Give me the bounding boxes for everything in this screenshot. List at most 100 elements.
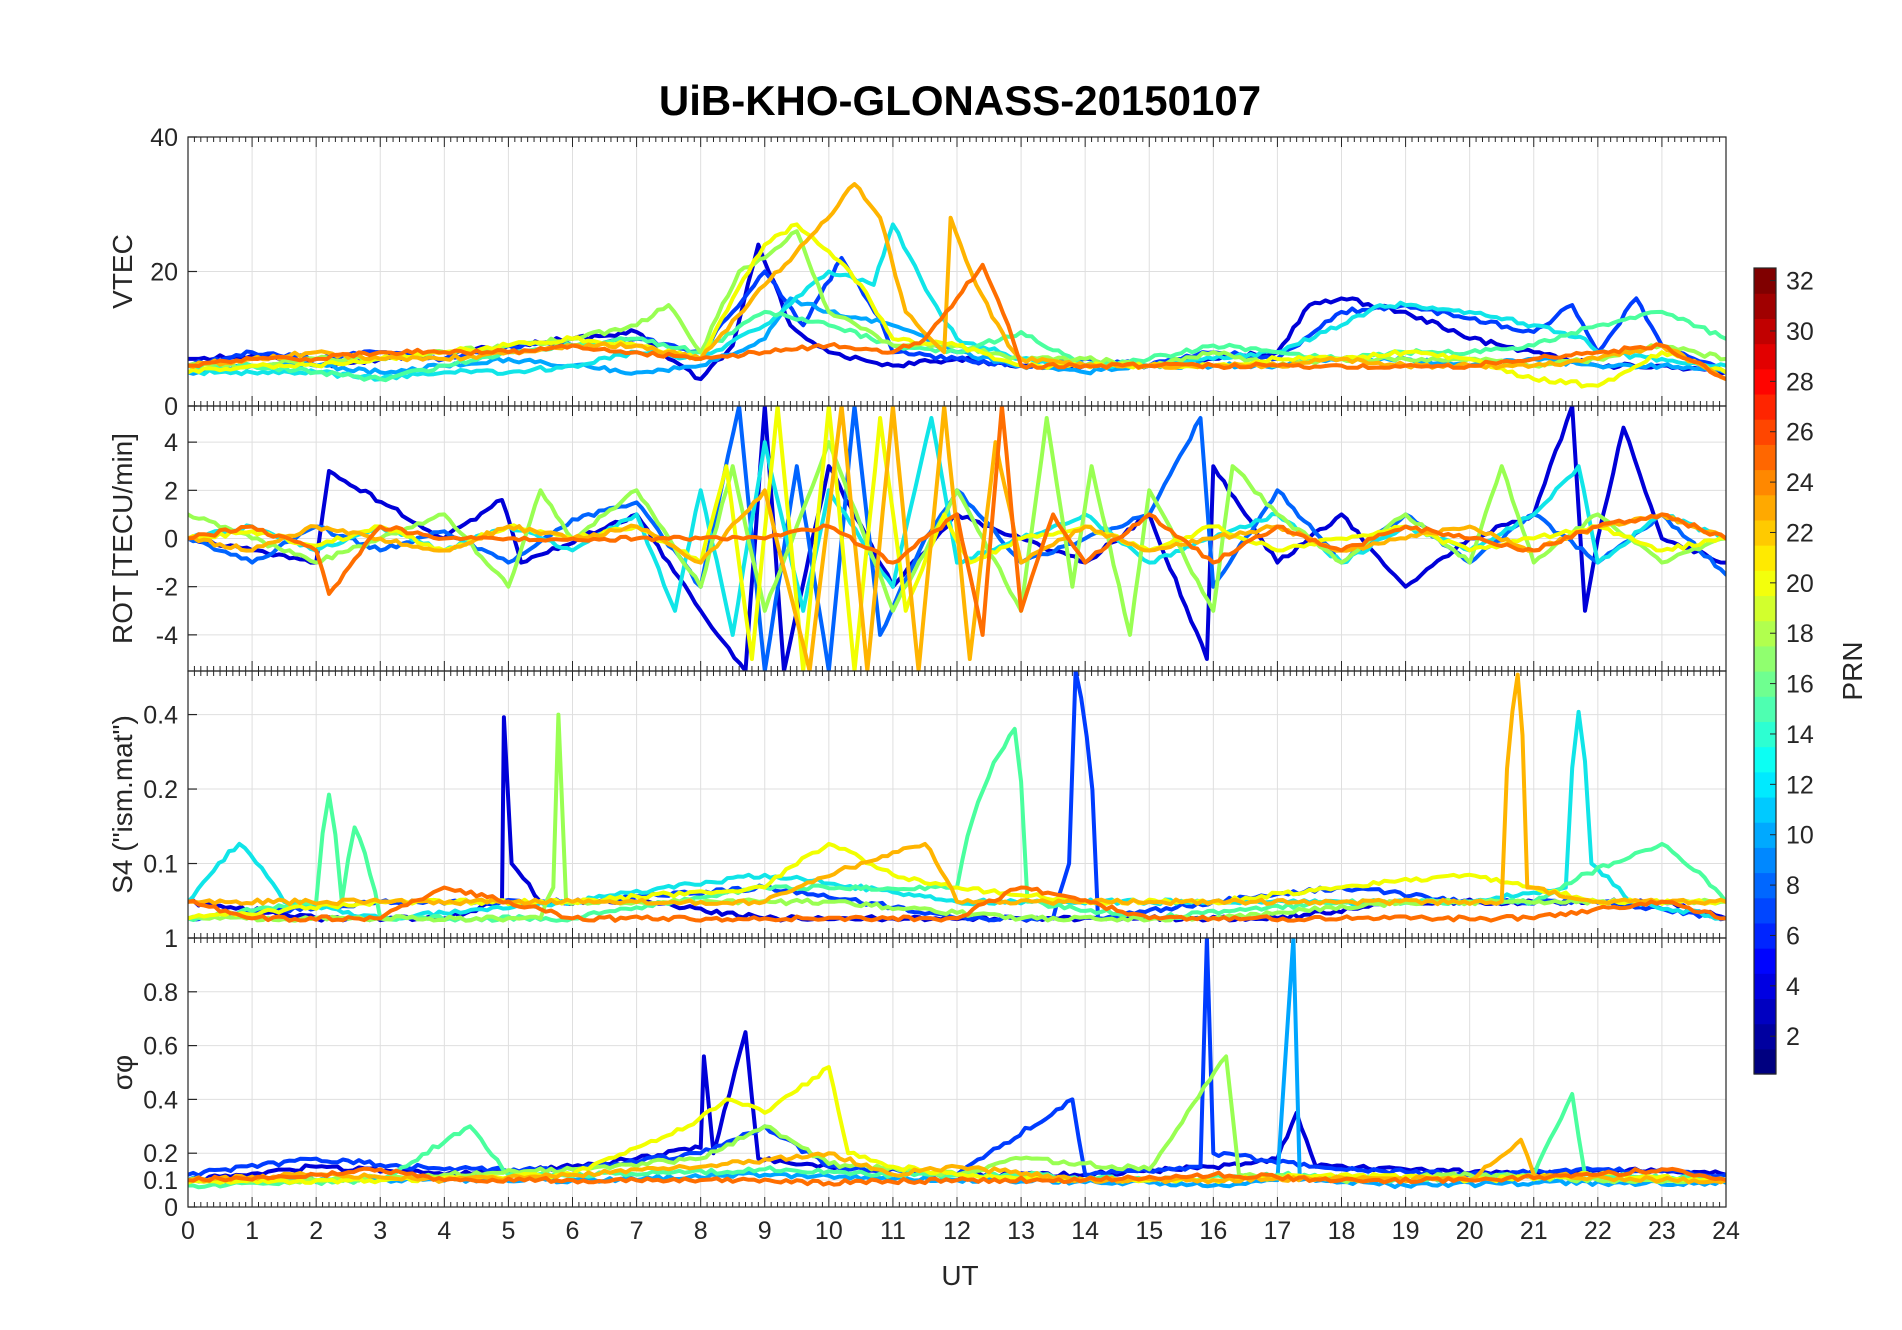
colorbar-swatch [1754, 973, 1776, 1000]
chart-title: UiB-KHO-GLONASS-20150107 [659, 77, 1261, 124]
series-prn-14 [188, 309, 1726, 383]
colorbar-tick-label: 18 [1786, 620, 1814, 648]
colorbar-swatch [1754, 419, 1776, 445]
y-tick-label: -2 [156, 574, 178, 602]
colorbar-swatch [1754, 948, 1776, 974]
y-tick-label: 40 [150, 124, 178, 152]
y-tick-label: 0.2 [143, 1140, 178, 1168]
colorbar-tick-label: 26 [1786, 419, 1814, 447]
x-tick-label: 5 [501, 1217, 515, 1245]
x-tick-label: 6 [566, 1217, 580, 1245]
panel-s4: 0.1 0.2 0.4S4 ("ism.mat") [107, 670, 1727, 939]
panel-rot: -4 -2 0 2 4 ROT [TECU/min] [107, 405, 1727, 672]
y-tick-label: 0.6 [143, 1033, 178, 1061]
series-prn-17 [188, 416, 1726, 637]
colorbar-swatch [1754, 393, 1776, 420]
colorbar-tick-label: 20 [1786, 570, 1814, 598]
x-tick-label: 1 [245, 1217, 259, 1245]
colorbar-swatch [1754, 368, 1776, 395]
x-tick-label: 9 [758, 1217, 772, 1245]
y-tick-label: 0.4 [143, 702, 178, 730]
y-tick-label: 2 [164, 477, 178, 505]
y-tick-label: 4 [164, 429, 178, 457]
colorbar-swatch [1754, 595, 1776, 622]
colorbar-swatch [1754, 318, 1776, 345]
x-tick-label: 21 [1520, 1217, 1548, 1245]
colorbar-swatch [1754, 519, 1776, 546]
y-tick-label: 1 [164, 925, 178, 953]
x-tick-label: 18 [1328, 1217, 1356, 1245]
series-group [188, 406, 1726, 671]
colorbar-swatch [1754, 343, 1776, 370]
colorbar-swatch [1754, 645, 1776, 672]
colorbar-swatch [1754, 671, 1776, 697]
x-tick-label: 19 [1392, 1217, 1420, 1245]
colorbar-swatch [1754, 872, 1776, 899]
y-tick-label: 0.8 [143, 979, 178, 1007]
series-group [188, 182, 1726, 389]
series-prn-24 [188, 885, 1726, 923]
series-group [188, 671, 1726, 923]
colorbar-tick-label: 4 [1786, 973, 1800, 1001]
y-tick-label: 0 [164, 526, 178, 554]
colorbar-tick-label: 12 [1786, 771, 1814, 799]
y-tick-label: 0.1 [143, 1167, 178, 1195]
panel-vtec: 0 20 40 VTEC [107, 124, 1727, 421]
colorbar-tick-label: 10 [1786, 822, 1814, 850]
colorbar-tick-label: 22 [1786, 519, 1814, 547]
series-prn-22 [188, 672, 1726, 907]
y-tick-label: 20 [150, 259, 178, 287]
series-prn-12 [188, 222, 1726, 382]
colorbar-frame [1753, 267, 1777, 1075]
colorbar-tick-label: 16 [1786, 671, 1814, 699]
colorbar-swatch [1754, 746, 1776, 773]
colorbar-swatch [1754, 545, 1776, 571]
colorbar-tick-label: 30 [1786, 318, 1814, 346]
colorbar-swatch [1754, 469, 1776, 496]
x-axis-label: UT [941, 1260, 978, 1291]
x-tick-label: 15 [1135, 1217, 1163, 1245]
colorbar-label: PRN [1837, 641, 1868, 700]
x-tick-label: 8 [694, 1217, 708, 1245]
x-tick-label: 16 [1199, 1217, 1227, 1245]
panel-frame [187, 937, 1727, 1208]
colorbar-tick-label: 32 [1786, 268, 1814, 296]
y-tick-label: -4 [156, 622, 178, 650]
colorbar-tick-label: 28 [1786, 368, 1814, 396]
colorbar-swatch [1754, 721, 1776, 748]
colorbar-swatch [1754, 771, 1776, 798]
colorbar-swatch [1754, 293, 1776, 319]
colorbar-tick-label: 24 [1786, 469, 1814, 497]
y-axis-label-sigma: σφ [107, 1055, 138, 1090]
x-tick-label: 22 [1584, 1217, 1612, 1245]
y-tick-label: 0 [164, 393, 178, 421]
x-tick-label: 4 [437, 1217, 451, 1245]
x-tick-label: 3 [373, 1217, 387, 1245]
x-tick-label: 2 [309, 1217, 323, 1245]
series-prn-24 [188, 406, 1726, 637]
y-axis-label-rot: ROT [TECU/min] [107, 433, 138, 644]
colorbar-swatch [1754, 822, 1776, 848]
colorbar-swatch [1754, 444, 1776, 471]
colorbar-swatch [1754, 796, 1776, 823]
x-tick-label: 0 [181, 1217, 195, 1245]
colorbar-swatch [1754, 268, 1776, 294]
colorbar-swatch [1754, 1048, 1776, 1075]
y-tick-label: 0.4 [143, 1086, 178, 1114]
x-tick-label: 23 [1648, 1217, 1676, 1245]
colorbar-swatch [1754, 998, 1776, 1025]
y-tick-label: 0 [164, 1194, 178, 1222]
series-group [188, 938, 1726, 1190]
x-tick-label: 24 [1712, 1217, 1740, 1245]
x-tick-label: 14 [1071, 1217, 1099, 1245]
y-axis-label-vtec: VTEC [107, 234, 138, 309]
colorbar-swatch [1754, 620, 1776, 647]
colorbar-tick-label: 2 [1786, 1023, 1800, 1051]
series-prn-22 [188, 406, 1726, 671]
colorbar-tick-label: 14 [1786, 721, 1814, 749]
colorbar-swatch [1754, 696, 1776, 722]
colorbar-swatch [1754, 897, 1776, 924]
